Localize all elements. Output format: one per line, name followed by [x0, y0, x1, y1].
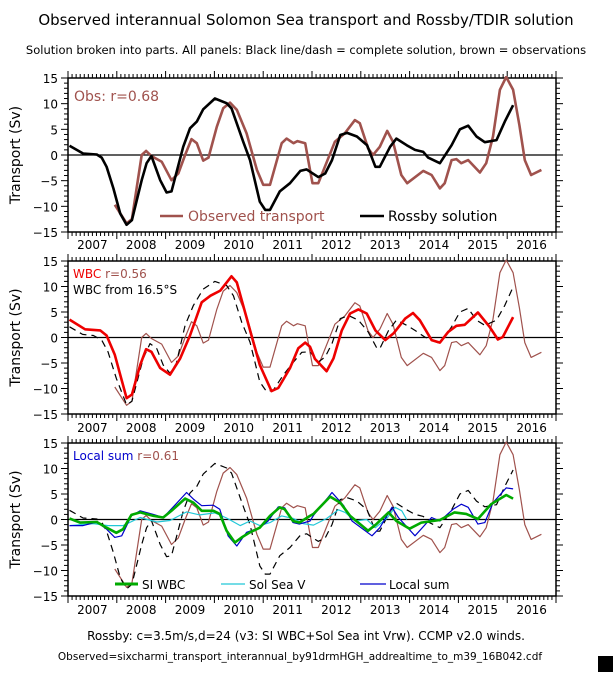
series-line-si-wbc [69, 493, 514, 544]
y-tick-label: −10 [33, 565, 58, 579]
x-tick-label: 2009 [175, 603, 206, 617]
y-axis-label: Transport (Sv) [8, 288, 24, 387]
y-tick-label: −5 [40, 357, 58, 371]
y-axis-label: Transport (Sv) [8, 106, 24, 205]
series-line-sol-sea-v [69, 506, 408, 529]
y-tick-label: 0 [50, 149, 58, 163]
x-tick-label: 2009 [175, 238, 206, 252]
y-tick-label: −15 [33, 590, 58, 604]
annotation-r: r=0.61 [137, 449, 179, 463]
series-line-observed [114, 259, 542, 406]
x-tick-label: 2010 [224, 603, 255, 617]
y-tick-label: −10 [33, 383, 58, 397]
x-tick-label: 2016 [516, 238, 547, 252]
y-tick-label: 10 [43, 281, 58, 295]
panel-local-sum: 15 10 5 0 −5 −10 −15 Transport (Sv) Local sum r=… [8, 436, 563, 604]
x-tick-label: 2013 [370, 603, 401, 617]
x-tick-label: 2015 [468, 603, 499, 617]
x-tick-label: 2008 [126, 421, 157, 435]
figure-title: Observed interannual Solomon Sea transpo… [38, 11, 573, 29]
series-line-observed [114, 441, 542, 588]
correlation-annotation: Local sum r=0.61 [73, 449, 179, 463]
figure-subtitle: Solution broken into parts. All panels: … [26, 43, 586, 57]
y-tick-label: −5 [40, 539, 58, 553]
corner-marker [598, 656, 613, 672]
legend-label-si-wbc: SI WBC [142, 578, 185, 592]
legend-label-observed: Observed transport [188, 209, 325, 225]
x-tick-label: 2015 [468, 238, 499, 252]
annotation-local-sum: Local sum [73, 449, 137, 463]
x-tick-label: 2009 [175, 421, 206, 435]
y-tick-label: 5 [50, 306, 58, 320]
y-tick-label: 0 [50, 332, 58, 346]
x-tick-label: 2010 [224, 421, 255, 435]
y-tick-label: 15 [43, 437, 58, 451]
y-tick-label: −5 [40, 175, 58, 189]
legend-label-local-sum: Local sum [389, 578, 449, 592]
panel-observed-vs-rossby: 15 10 5 0 −5 −10 −15 Transport (Sv) Obs: r=0.68 O… [8, 71, 563, 240]
y-tick-label: 15 [43, 72, 58, 86]
y-tick-label: 5 [50, 123, 58, 137]
x-tick-label: 2010 [224, 238, 255, 252]
legend-label-sol-sea-v: Sol Sea V [249, 578, 306, 592]
observed-file-note: Observed=sixcharmi_transport_interannual… [58, 651, 542, 663]
y-tick-label: 0 [50, 514, 58, 528]
series-line-wbc-from-16-5-s [69, 280, 514, 406]
y-tick-label: 10 [43, 98, 58, 112]
y-tick-label: −10 [33, 200, 58, 214]
annotation-wbc-16s: WBC from 16.5°S [73, 283, 177, 297]
series-line-complete-solution [69, 462, 514, 590]
x-tick-label: 2016 [516, 603, 547, 617]
legend-label-rossby: Rossby solution [388, 209, 497, 225]
x-tick-label: 2012 [321, 238, 352, 252]
x-tick-label: 2007 [77, 421, 108, 435]
series-line-local-sum [69, 487, 514, 547]
x-tick-label: 2014 [419, 421, 450, 435]
x-tick-label: 2008 [126, 238, 157, 252]
correlation-annotation: WBC r=0.56 [73, 267, 147, 281]
y-tick-label: −15 [33, 408, 58, 422]
x-tick-label: 2012 [321, 603, 352, 617]
x-tick-label: 2008 [126, 603, 157, 617]
x-tick-label: 2014 [419, 238, 450, 252]
y-tick-label: 10 [43, 463, 58, 477]
annotation-r: r=0.56 [105, 267, 147, 281]
correlation-annotation: Obs: r=0.68 [74, 89, 159, 105]
x-tick-label: 2016 [516, 421, 547, 435]
x-tick-label: 2015 [468, 421, 499, 435]
annotation-wbc: WBC [73, 267, 105, 281]
x-tick-label: 2011 [272, 603, 303, 617]
x-tick-label: 2011 [272, 238, 303, 252]
y-tick-label: 15 [43, 255, 58, 269]
x-tick-label: 2013 [370, 421, 401, 435]
y-tick-label: −15 [33, 226, 58, 240]
x-tick-label: 2012 [321, 421, 352, 435]
x-tick-label: 2007 [77, 238, 108, 252]
x-tick-label: 2007 [77, 603, 108, 617]
rossby-parameters-note: Rossby: c=3.5m/s,d=24 (v3: SI WBC+Sol Se… [87, 629, 525, 643]
x-tick-label: 2013 [370, 238, 401, 252]
x-tick-label: 2011 [272, 421, 303, 435]
series-line-wbc [68, 274, 515, 400]
series-line-rossby-solution [68, 97, 515, 227]
x-tick-label: 2014 [419, 603, 450, 617]
y-axis-label: Transport (Sv) [8, 470, 24, 569]
y-tick-label: 5 [50, 488, 58, 502]
series-line-observed-transport [113, 76, 542, 225]
